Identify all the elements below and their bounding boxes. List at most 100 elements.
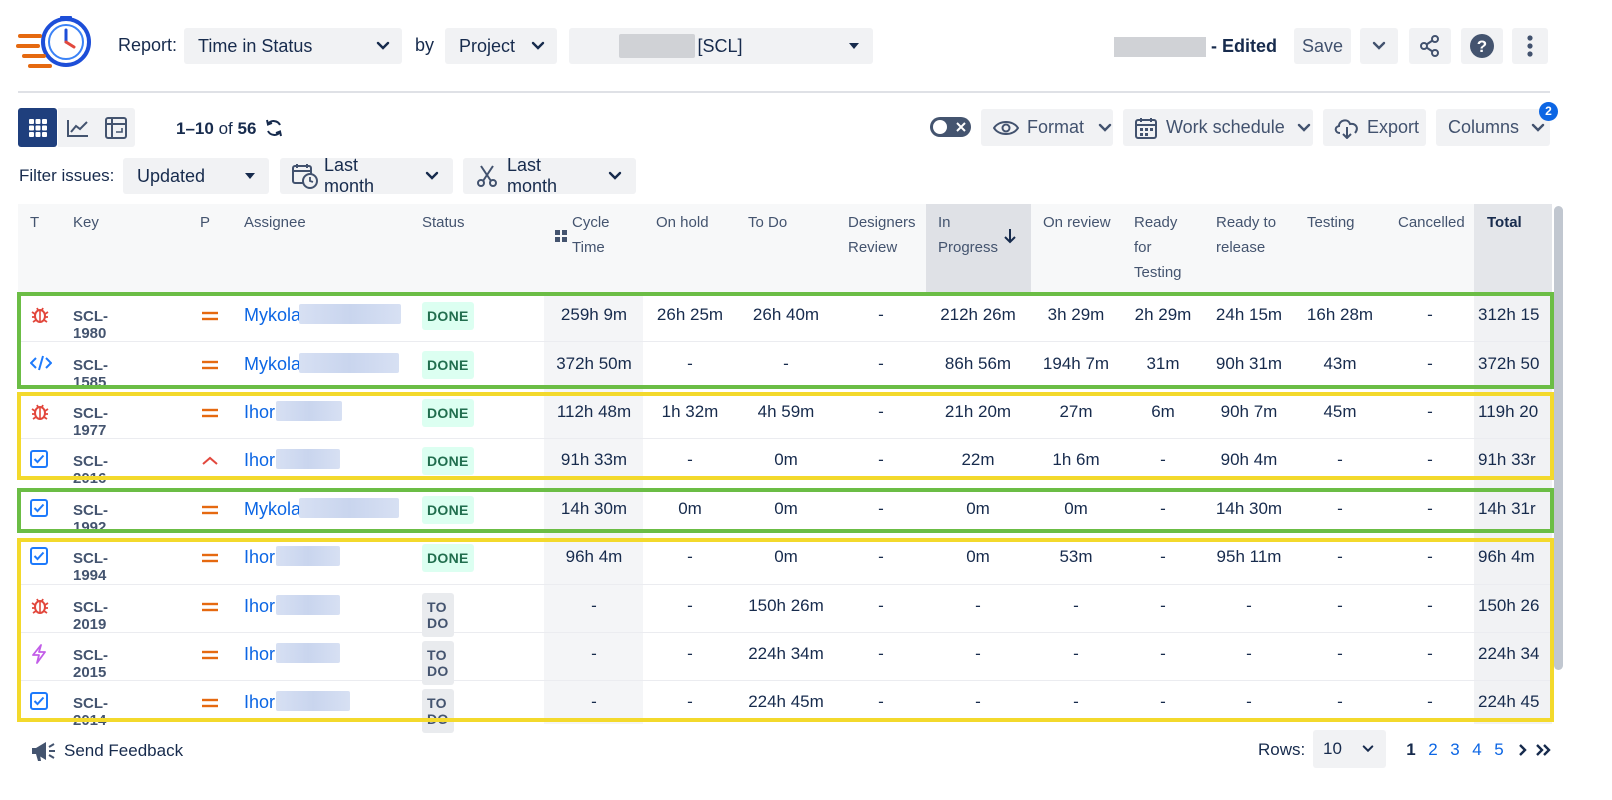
- medium-priority-icon: [201, 309, 219, 327]
- save-button[interactable]: Save: [1294, 28, 1351, 64]
- filter-field-select[interactable]: Updated: [123, 158, 269, 194]
- col-header-designers-review[interactable]: Designers Review: [848, 210, 916, 260]
- save-options-button[interactable]: [1360, 28, 1398, 64]
- send-feedback-button[interactable]: Send Feedback: [30, 738, 183, 764]
- high-priority-icon: [201, 454, 219, 472]
- status-badge: TO DO: [422, 689, 454, 733]
- assignee-link[interactable]: Mykola: [244, 354, 302, 374]
- time-cell-on-hold: -: [687, 692, 693, 711]
- col-header-status[interactable]: Status: [422, 214, 465, 231]
- time-cell-total: 91h 33r: [1478, 450, 1536, 469]
- view-grid-button[interactable]: [18, 108, 57, 147]
- work-schedule-button[interactable]: Work schedule: [1123, 109, 1313, 146]
- redacted-surname: [276, 449, 340, 469]
- format-button[interactable]: Format: [981, 109, 1113, 146]
- issue-key-link[interactable]: SCL-2015: [73, 647, 108, 681]
- close-icon: [956, 122, 966, 132]
- col-header-ready-for-testing[interactable]: Ready for Testing: [1134, 210, 1182, 285]
- time-cell-in-progress: 22m: [961, 450, 995, 469]
- col-header-ready-release-line1: Ready to: [1216, 214, 1277, 231]
- assignee-link[interactable]: Ihor: [244, 547, 276, 567]
- col-header-type[interactable]: T: [30, 214, 40, 231]
- page-3-link[interactable]: 3: [1450, 740, 1460, 759]
- share-button[interactable]: [1409, 28, 1451, 64]
- report-type-select[interactable]: Time in Status: [184, 28, 402, 64]
- refresh-button[interactable]: [264, 118, 286, 140]
- col-header-in-progress[interactable]: In Progress: [938, 210, 998, 260]
- view-chart-button[interactable]: [58, 108, 97, 147]
- redacted-surname: [299, 304, 401, 324]
- col-header-cycle-time[interactable]: Cycle Time: [572, 210, 610, 260]
- time-cell-total: 372h 50: [1478, 354, 1540, 373]
- page-5-link[interactable]: 5: [1494, 740, 1504, 759]
- col-header-priority[interactable]: P: [200, 214, 211, 231]
- time-cell-ready-testing: -: [1160, 692, 1166, 711]
- col-header-on-hold[interactable]: On hold: [656, 214, 709, 231]
- view-pivot-button[interactable]: [97, 108, 135, 147]
- time-cell-ready-testing: 31m: [1146, 354, 1180, 373]
- period-select[interactable]: Last month: [463, 155, 636, 196]
- time-cell-ready-testing: -: [1160, 450, 1166, 469]
- assignee-link[interactable]: Ihor: [244, 644, 276, 664]
- assignee-link[interactable]: Mykola: [244, 499, 302, 519]
- assignee-link[interactable]: Mykola: [244, 305, 302, 325]
- time-cell-on-review: -: [1073, 692, 1079, 711]
- issue-key-link[interactable]: SCL-1980: [73, 308, 108, 342]
- assignee-link[interactable]: Ihor: [244, 450, 276, 470]
- time-cell-designers: -: [878, 450, 884, 469]
- time-cell-designers: -: [878, 596, 884, 615]
- time-cell-cancelled: -: [1427, 692, 1433, 711]
- date-range-select[interactable]: Last month: [280, 155, 453, 196]
- row-divider: [18, 584, 1552, 585]
- period-value: Last month: [506, 155, 558, 196]
- col-header-on-review[interactable]: On review: [1043, 214, 1111, 231]
- export-button[interactable]: Export: [1323, 109, 1426, 146]
- col-header-testing[interactable]: Testing: [1307, 214, 1355, 231]
- pivot-table-icon: [105, 116, 127, 139]
- columns-button[interactable]: Columns: [1436, 109, 1550, 146]
- page-2-link[interactable]: 2: [1428, 740, 1438, 759]
- col-header-cancelled[interactable]: Cancelled: [1398, 214, 1465, 231]
- time-cell-cancelled: -: [1427, 402, 1433, 421]
- table-header-bg: [18, 204, 1552, 292]
- page-4-link[interactable]: 4: [1472, 740, 1482, 759]
- help-button[interactable]: ?: [1461, 28, 1503, 64]
- page-1-link[interactable]: 1: [1406, 740, 1416, 759]
- group-by-select[interactable]: Project: [445, 28, 557, 64]
- app-logo: [16, 14, 96, 76]
- code-icon: [29, 354, 53, 377]
- time-cell-on-review: -: [1073, 644, 1079, 663]
- more-options-button[interactable]: [1512, 28, 1548, 64]
- project-select[interactable]: [SCL]: [569, 28, 873, 64]
- col-header-total[interactable]: Total: [1487, 214, 1522, 231]
- time-cell-on-hold: 0m: [678, 499, 702, 518]
- issue-key-link[interactable]: SCL-1994: [73, 550, 108, 584]
- vertical-scrollbar[interactable]: [1554, 206, 1563, 670]
- rows-per-page-select[interactable]: 10: [1313, 730, 1386, 768]
- bolt-icon: [30, 644, 48, 669]
- chevron-right-icon[interactable]: [1514, 742, 1532, 758]
- medium-priority-icon: [201, 406, 219, 424]
- issue-key-link[interactable]: SCL-1977: [73, 405, 108, 439]
- sort-descending-icon[interactable]: [1004, 228, 1016, 244]
- status-badge: DONE: [422, 302, 474, 330]
- columns-count-badge: 2: [1539, 102, 1558, 121]
- time-cell-designers: -: [878, 402, 884, 421]
- double-chevron-right-icon[interactable]: [1534, 742, 1554, 758]
- assignee-link[interactable]: Ihor: [244, 402, 276, 422]
- time-cell-in-progress: 0m: [966, 499, 990, 518]
- time-cell-cycle: 91h 33m: [560, 450, 628, 469]
- col-header-ready-to-release[interactable]: Ready to release: [1216, 210, 1276, 260]
- col-header-key[interactable]: Key: [73, 214, 99, 231]
- assignee-link[interactable]: Ihor: [244, 596, 276, 616]
- assignee-link[interactable]: Ihor: [244, 692, 276, 712]
- pagination: 1 2 3 4 5: [1400, 739, 1554, 761]
- time-cell-cancelled: -: [1427, 450, 1433, 469]
- toggle-switch[interactable]: [930, 117, 971, 137]
- col-header-ready-testing-line2: for: [1134, 239, 1152, 256]
- col-header-to-do[interactable]: To Do: [748, 214, 788, 231]
- issue-key-link[interactable]: SCL-2019: [73, 599, 108, 633]
- col-header-assignee[interactable]: Assignee: [244, 214, 306, 231]
- time-cell-ready-testing: -: [1160, 644, 1166, 663]
- time-cell-testing: 43m: [1323, 354, 1357, 373]
